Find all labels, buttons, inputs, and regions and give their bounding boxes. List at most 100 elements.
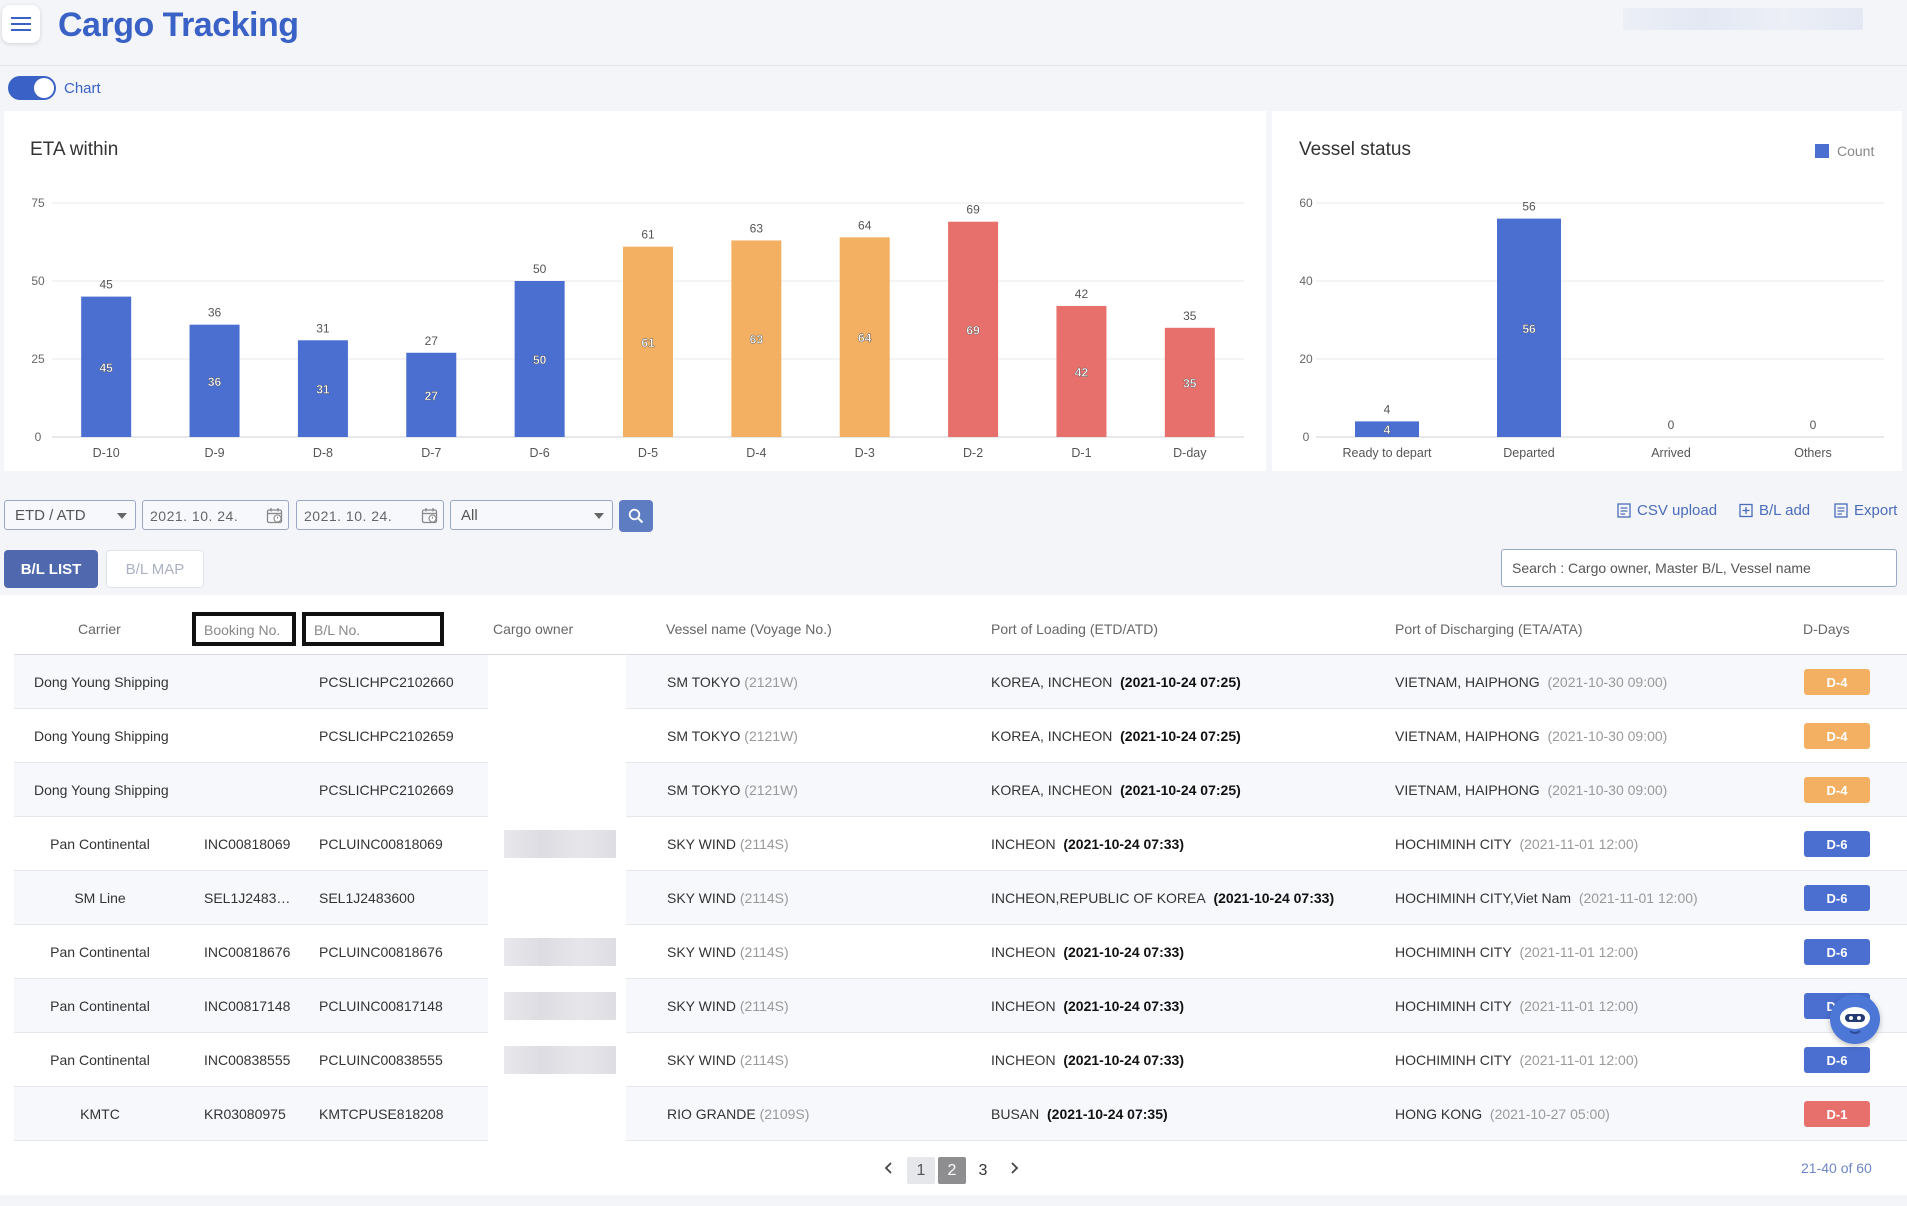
pol-name: INCHEON,REPUBLIC OF KOREA (991, 890, 1206, 906)
page-title: Cargo Tracking (58, 6, 299, 44)
booking-no-cell: INC00818676 (204, 944, 291, 960)
page-button-2[interactable]: 2 (938, 1157, 966, 1184)
bar (81, 296, 132, 437)
chevron-left-icon[interactable] (881, 1160, 897, 1176)
chevron-down-icon (117, 513, 127, 519)
y-tick-label: 75 (31, 196, 45, 210)
pod-name: VIETNAM, HAIPHONG (1395, 782, 1540, 798)
voyage-no: (2121W) (744, 674, 798, 690)
bl-no-cell[interactable]: PCLUINC00818676 (319, 944, 443, 960)
pod-name: VIETNAM, HAIPHONG (1395, 674, 1540, 690)
search-button[interactable] (619, 500, 653, 532)
header-user-info-blurred (1623, 8, 1863, 30)
pod-name: HOCHIMINH CITY,Viet Nam (1395, 890, 1572, 906)
carrier-cell: Dong Young Shipping (34, 782, 169, 798)
search-input[interactable] (1501, 549, 1897, 587)
table-row[interactable]: Pan Continental INC00838555 PCLUINC0083855… (14, 1033, 1907, 1087)
pagination-summary: 21-40 of 60 (1801, 1160, 1872, 1176)
vessel-chart-title: Vessel status (1299, 139, 1411, 160)
col-carrier[interactable]: Carrier (78, 621, 121, 637)
bar-value-label: 69 (966, 203, 980, 217)
col-d-days[interactable]: D-Days (1803, 621, 1850, 637)
date-to-input[interactable]: 2021. 10. 24. (296, 500, 444, 530)
csv-upload-button[interactable]: CSV upload (1617, 502, 1717, 519)
carrier-cell: KMTC (80, 1106, 120, 1122)
table-row[interactable]: Dong Young Shipping PCSLICHPC2102659 SM TO… (14, 709, 1907, 763)
bar-inner-label: 45 (100, 361, 114, 375)
vessel-cell: SKY WIND (2114S) (667, 836, 789, 852)
bar (839, 237, 890, 437)
x-tick-label: D-day (1173, 446, 1207, 460)
table-row[interactable]: Dong Young Shipping PCSLICHPC2102669 SM TO… (14, 763, 1907, 817)
pol-name: KOREA, INCHEON (991, 674, 1113, 690)
chevron-down-icon (594, 513, 604, 519)
bl-no-cell[interactable]: SEL1J2483600 (319, 890, 415, 906)
bar-inner-label: 64 (858, 331, 872, 345)
calendar-icon[interactable] (266, 507, 283, 524)
etd-time: (2021-10-24 07:33) (1213, 890, 1335, 906)
bl-no-cell[interactable]: PCLUINC00817148 (319, 998, 443, 1014)
chart-toggle[interactable] (8, 76, 56, 100)
menu-button[interactable] (2, 5, 40, 43)
table-row[interactable]: KMTC KR03080975 KMTCPUSE818208 RIO GRANDE (… (14, 1087, 1907, 1141)
csv-upload-icon (1617, 503, 1631, 518)
y-tick-label: 40 (1299, 274, 1313, 288)
eta-time: (2021-11-01 12:00) (1519, 998, 1639, 1014)
vessel-chart-legend[interactable]: Count (1815, 143, 1874, 159)
bl-add-button[interactable]: B/L add (1739, 502, 1810, 519)
table-row[interactable]: Pan Continental INC00818069 PCLUINC0081806… (14, 817, 1907, 871)
date-type-select[interactable]: ETD / ATD (4, 500, 136, 530)
port-discharging-cell: HOCHIMINH CITY (2021-11-01 12:00) (1395, 998, 1638, 1014)
bar-inner-label: 4 (1384, 423, 1391, 437)
table-row[interactable]: SM Line SEL1J2483… SEL1J2483600 SKY WIND (2… (14, 871, 1907, 925)
bl-no-cell[interactable]: PCSLICHPC2102659 (319, 728, 454, 744)
x-tick-label: D-7 (421, 446, 441, 460)
tab-bl-list[interactable]: B/L LIST (4, 550, 98, 588)
bar-value-label: 4 (1384, 402, 1391, 416)
chat-bot-button[interactable] (1830, 994, 1880, 1044)
legend-swatch (1815, 144, 1829, 158)
col-cargo-owner[interactable]: Cargo owner (493, 621, 574, 637)
bar (514, 281, 565, 437)
app-header: Cargo Tracking (0, 0, 1907, 66)
col-bl-no[interactable]: B/L No. (302, 612, 444, 646)
col-booking-no[interactable]: Booking No. (192, 612, 296, 646)
export-button[interactable]: Export (1834, 502, 1897, 519)
calendar-icon[interactable] (421, 507, 438, 524)
page-button-3[interactable]: 3 (978, 1161, 988, 1179)
bl-no-cell[interactable]: PCLUINC00818069 (319, 836, 443, 852)
bl-add-label: B/L add (1759, 502, 1811, 519)
col-port-loading[interactable]: Port of Loading (ETD/ATD) (991, 621, 1159, 637)
eta-chart: 0 25 50 75 45 45 D-10 36 36 D-9 31 31 D-8 27 27 D-7 50 50… (31, 196, 1244, 460)
x-tick-label: D-1 (1071, 446, 1091, 460)
chevron-right-icon[interactable] (1006, 1160, 1022, 1176)
etd-time: (2021-10-24 07:33) (1063, 1052, 1184, 1068)
status-select[interactable]: All (450, 500, 613, 530)
table-row[interactable]: Pan Continental INC00817148 PCLUINC0081714… (14, 979, 1907, 1033)
port-loading-cell: BUSAN (2021-10-24 07:35) (991, 1106, 1168, 1122)
voyage-no: (2114S) (739, 944, 789, 960)
bl-no-cell[interactable]: PCSLICHPC2102669 (319, 782, 454, 798)
bar-inner-label: 36 (208, 375, 222, 389)
table-row[interactable]: Pan Continental INC00818676 PCLUINC0081867… (14, 925, 1907, 979)
cargo-owner-redacted (504, 938, 616, 966)
port-discharging-cell: HOCHIMINH CITY (2021-11-01 12:00) (1395, 1052, 1638, 1068)
bl-no-cell[interactable]: PCSLICHPC2102660 (319, 674, 454, 690)
x-tick-label: Ready to depart (1343, 446, 1432, 460)
bl-no-cell[interactable]: PCLUINC00838555 (319, 1052, 443, 1068)
table-row[interactable]: Dong Young Shipping PCSLICHPC2102660 SM TO… (14, 655, 1907, 709)
col-vessel-name[interactable]: Vessel name (Voyage No.) (666, 621, 832, 637)
vessel-name: SKY WIND (667, 1052, 736, 1068)
eta-time: (2021-10-30 09:00) (1547, 728, 1668, 744)
col-port-discharging[interactable]: Port of Discharging (ETA/ATA) (1395, 621, 1583, 637)
page-button-1[interactable]: 1 (907, 1157, 935, 1184)
bl-no-cell[interactable]: KMTCPUSE818208 (319, 1106, 444, 1122)
tab-bl-map[interactable]: B/L MAP (106, 550, 204, 588)
csv-upload-label: CSV upload (1637, 502, 1718, 519)
date-from-input[interactable]: 2021. 10. 24. (142, 500, 289, 530)
bar-value-label: 36 (208, 306, 222, 320)
d-days-badge: D-6 (1804, 831, 1870, 857)
vessel-name: SM TOKYO (667, 728, 741, 744)
toggle-knob (34, 78, 54, 98)
x-tick-label: Others (1794, 446, 1832, 460)
